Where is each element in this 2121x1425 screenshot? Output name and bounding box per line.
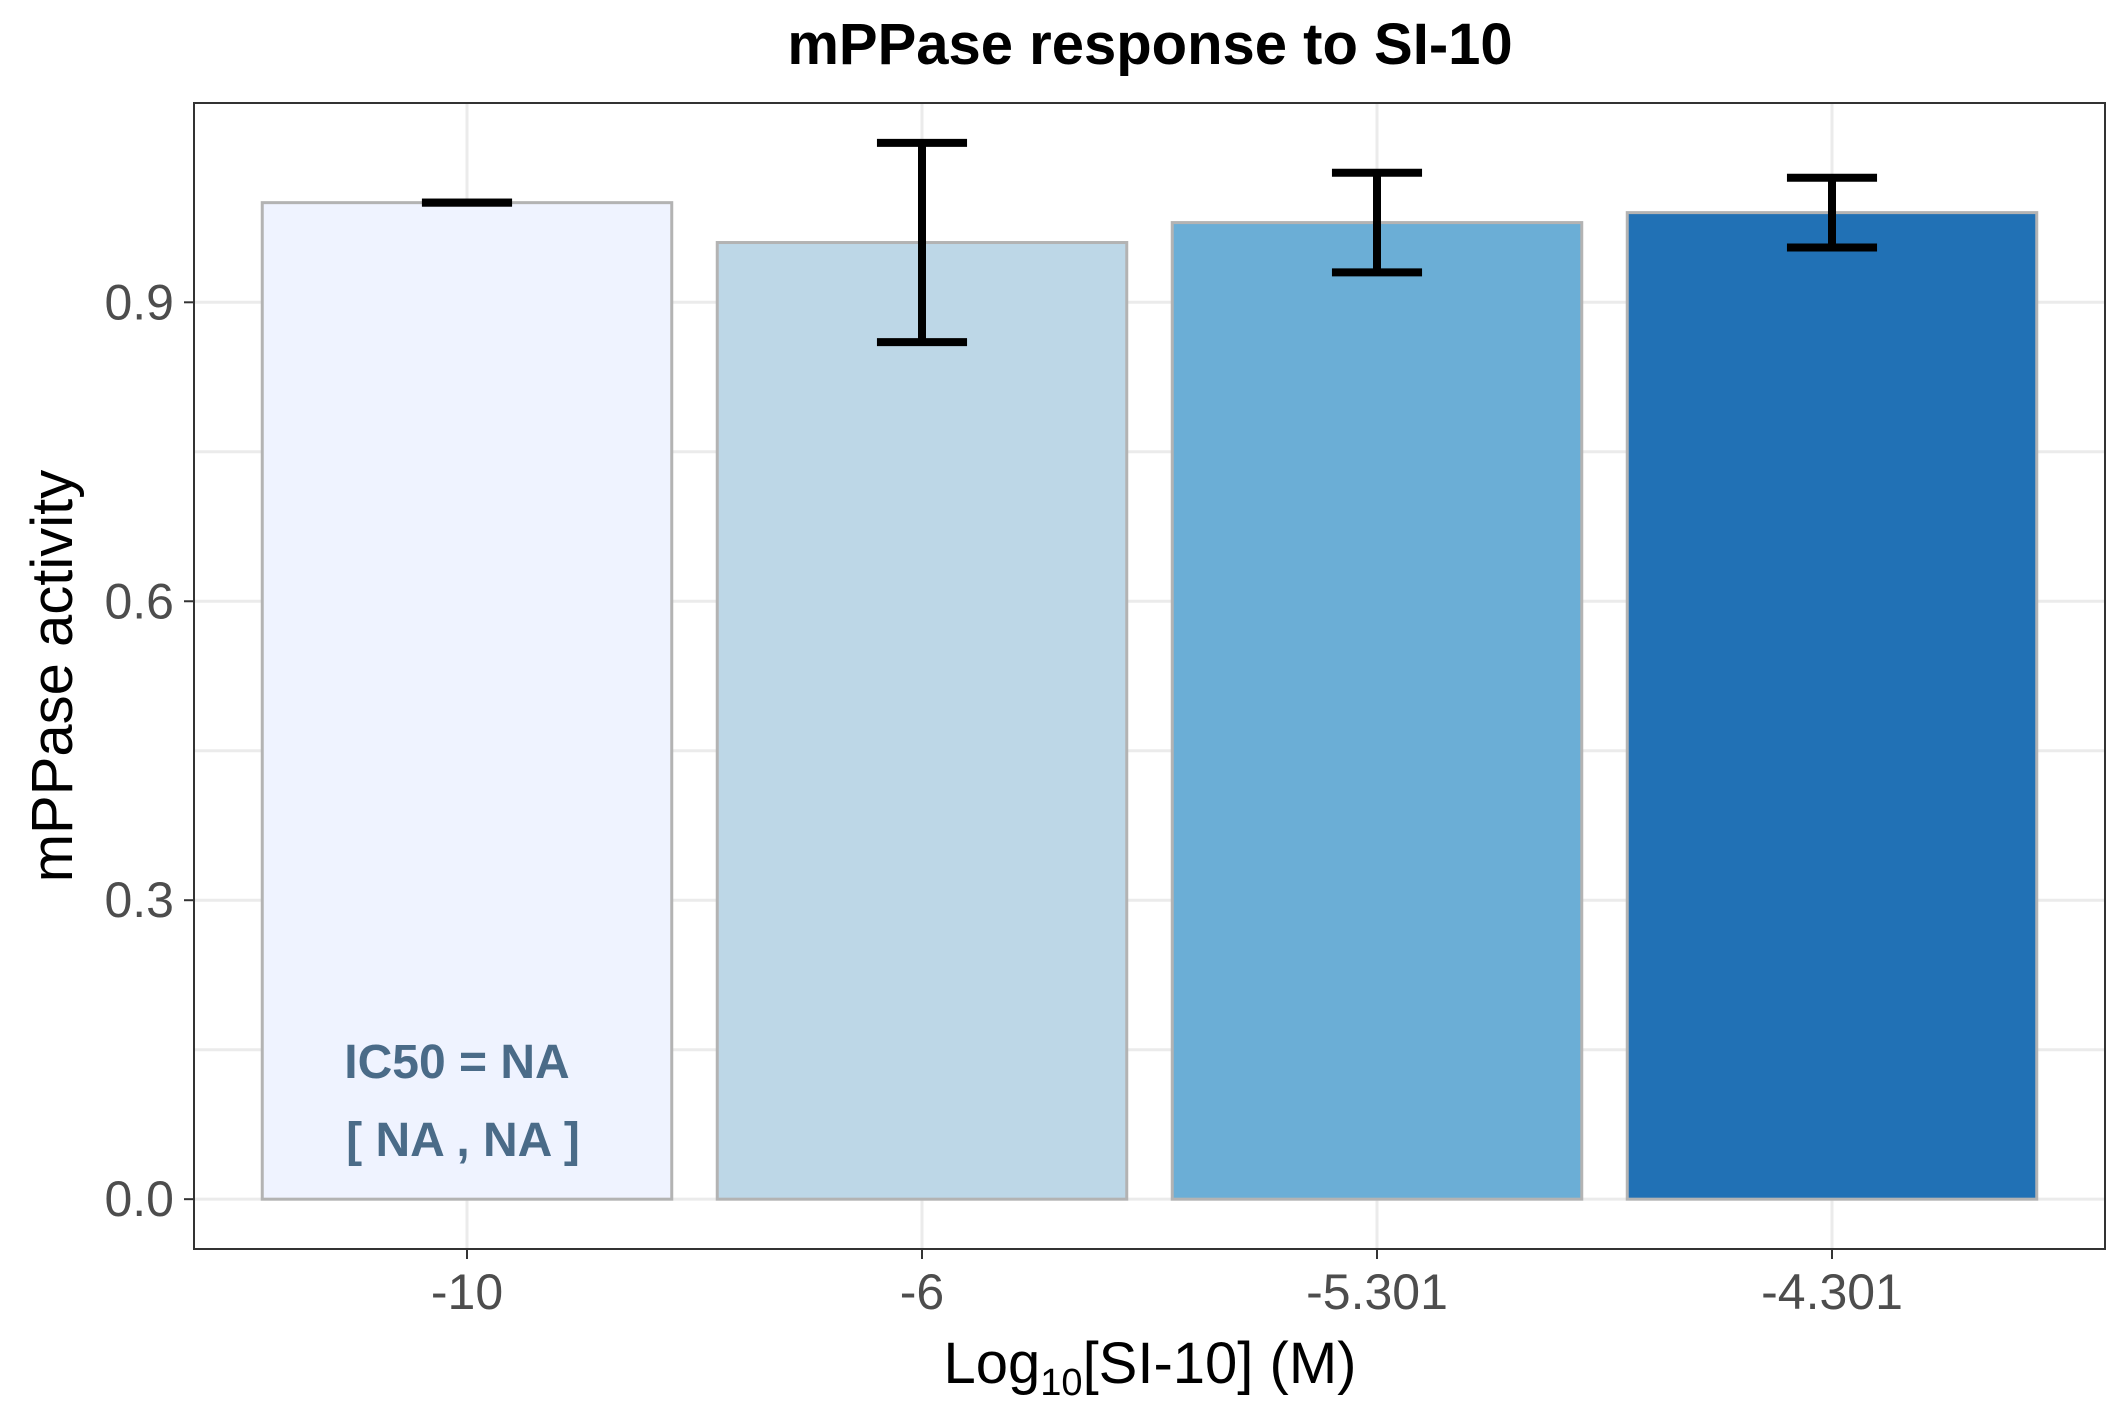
y-tick-label: 0.9: [104, 274, 174, 330]
y-axis-title: mPPase activity: [20, 470, 85, 883]
x-tick-label: -10: [431, 1264, 503, 1320]
x-axis-ticks: -10 -6 -5.301 -4.301: [431, 1249, 1903, 1320]
y-tick-label: 0.0: [104, 1171, 174, 1227]
bar--6: [715, 241, 1129, 1201]
error-bar--4.301: [1786, 173, 1878, 252]
chart-title: mPPase response to SI-10: [787, 12, 1512, 77]
error-bars: [421, 138, 1878, 347]
x-tick-label: -6: [900, 1264, 944, 1320]
x-tick-label: -4.301: [1761, 1264, 1903, 1320]
plot-panel-border: [193, 102, 2106, 1250]
x-axis-title-subscript: 10: [1040, 1362, 1082, 1404]
ic50-interval-annotation: [ NA , NA ]: [346, 1114, 580, 1167]
bar--10: [260, 201, 674, 1201]
bar--4.301: [1625, 211, 2039, 1201]
ic50-annotation: IC50 = NA: [344, 1036, 569, 1089]
x-axis-title-prefix: Log: [944, 1331, 1041, 1396]
error-bar--6: [876, 138, 968, 347]
x-axis-title-suffix: [SI-10] (M): [1083, 1331, 1357, 1396]
bar--5.301: [1170, 221, 1584, 1201]
y-axis-ticks: 0.0 0.3 0.6 0.9: [104, 274, 194, 1227]
y-tick-label: 0.6: [104, 573, 174, 629]
error-bar--5.301: [1331, 168, 1423, 277]
x-axis-title: Log10[SI-10] (M): [944, 1331, 1357, 1404]
y-tick-label: 0.3: [104, 872, 174, 928]
bars: [260, 201, 2039, 1201]
x-tick-label: -5.301: [1306, 1264, 1448, 1320]
